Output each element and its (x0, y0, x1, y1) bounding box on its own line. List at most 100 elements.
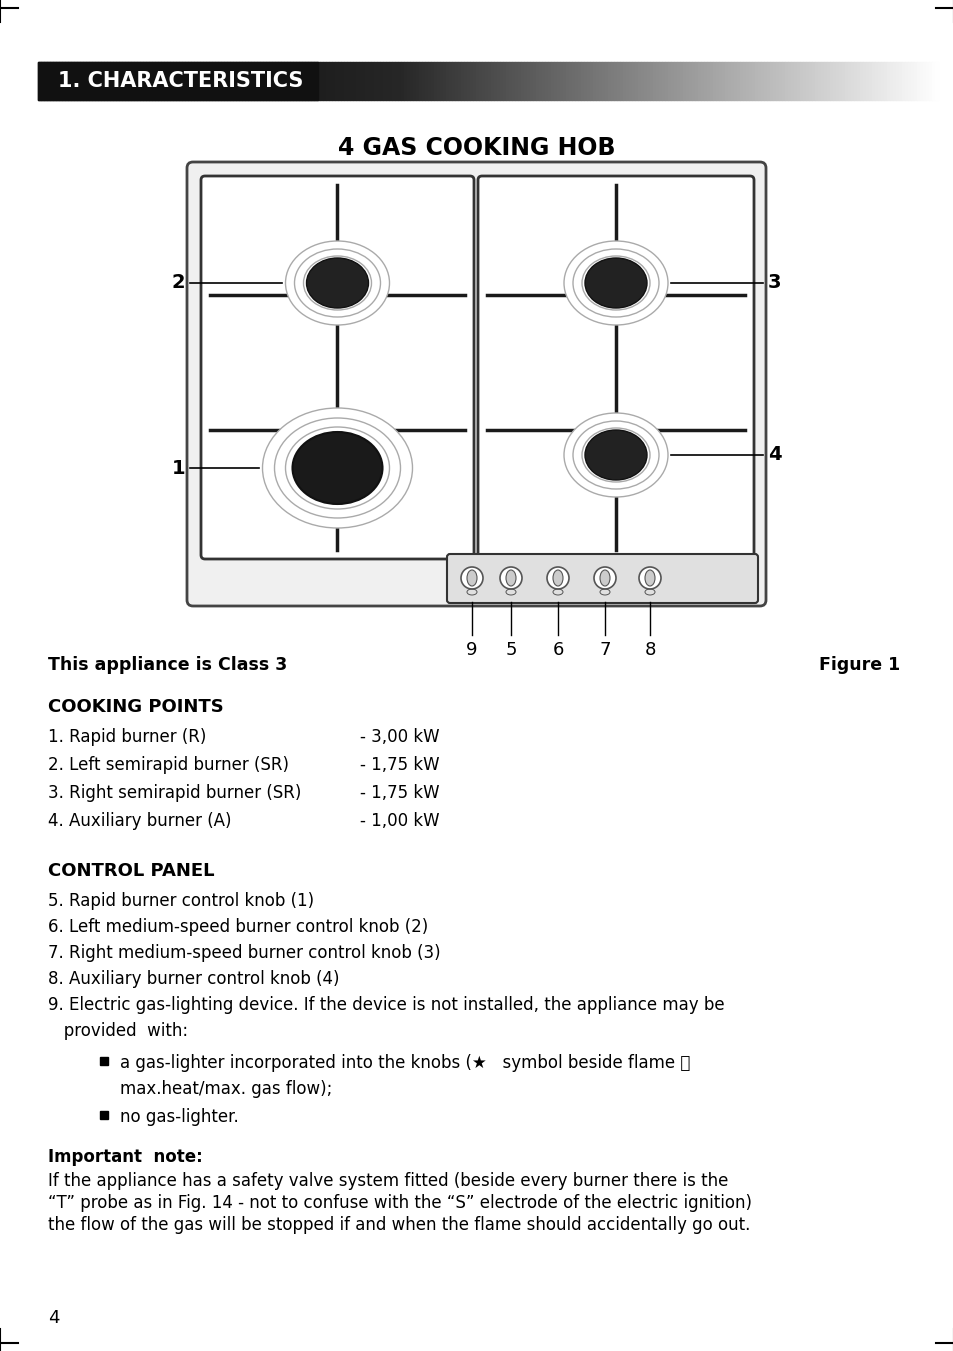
Bar (460, 62, 463, 100)
Bar (337, 62, 340, 100)
Bar (59, 62, 62, 100)
Bar (578, 62, 580, 100)
Bar (536, 62, 538, 100)
Bar (526, 62, 530, 100)
Bar (491, 62, 494, 100)
Bar (245, 62, 248, 100)
Bar (895, 62, 898, 100)
Bar (65, 62, 68, 100)
Bar (733, 62, 737, 100)
Bar (281, 62, 284, 100)
Bar (235, 62, 239, 100)
Bar (266, 62, 269, 100)
Bar (832, 62, 835, 100)
Bar (116, 62, 119, 100)
Bar (838, 62, 841, 100)
Ellipse shape (599, 570, 609, 586)
Bar (760, 62, 763, 100)
Bar (41, 62, 44, 100)
Bar (140, 62, 143, 100)
Bar (512, 62, 515, 100)
Text: 6: 6 (552, 640, 563, 659)
Bar (916, 62, 919, 100)
Bar (673, 62, 677, 100)
Text: provided  with:: provided with: (48, 1021, 188, 1040)
Bar (185, 62, 188, 100)
Bar (95, 62, 98, 100)
Bar (80, 62, 83, 100)
Bar (670, 62, 673, 100)
Text: 9. Electric gas-lighting device. If the device is not installed, the appliance m: 9. Electric gas-lighting device. If the … (48, 996, 724, 1015)
Bar (272, 62, 274, 100)
Bar (340, 62, 344, 100)
Bar (850, 62, 853, 100)
Bar (53, 62, 56, 100)
Bar (434, 62, 436, 100)
Bar (643, 62, 646, 100)
Bar (86, 62, 89, 100)
Bar (329, 62, 332, 100)
Bar (505, 62, 509, 100)
Ellipse shape (594, 567, 616, 589)
Bar (131, 62, 133, 100)
Bar (790, 62, 793, 100)
Bar (77, 62, 80, 100)
Text: “T” probe as in Fig. 14 - not to confuse with the “S” electrode of the electric : “T” probe as in Fig. 14 - not to confuse… (48, 1194, 751, 1212)
Bar (533, 62, 536, 100)
Bar (230, 62, 233, 100)
Ellipse shape (584, 258, 646, 308)
Ellipse shape (460, 567, 482, 589)
Bar (416, 62, 418, 100)
Bar (227, 62, 230, 100)
Bar (110, 62, 112, 100)
Bar (847, 62, 850, 100)
Text: 9: 9 (466, 640, 477, 659)
Bar (886, 62, 889, 100)
Bar (326, 62, 329, 100)
Bar (706, 62, 709, 100)
Bar (256, 62, 260, 100)
Bar (251, 62, 253, 100)
Bar (538, 62, 541, 100)
Bar (277, 62, 281, 100)
Bar (158, 62, 161, 100)
Bar (557, 62, 559, 100)
Bar (358, 62, 361, 100)
Text: 2: 2 (172, 273, 185, 293)
Bar (353, 62, 355, 100)
Bar (727, 62, 730, 100)
Bar (413, 62, 416, 100)
Bar (700, 62, 703, 100)
Bar (871, 62, 874, 100)
Bar (928, 62, 931, 100)
Bar (661, 62, 664, 100)
Bar (203, 62, 206, 100)
Bar (446, 62, 449, 100)
Ellipse shape (499, 567, 521, 589)
Bar (716, 62, 719, 100)
Bar (515, 62, 517, 100)
Bar (679, 62, 682, 100)
Bar (724, 62, 727, 100)
Bar (314, 62, 316, 100)
FancyBboxPatch shape (187, 162, 765, 607)
Bar (316, 62, 319, 100)
Bar (269, 62, 272, 100)
Bar (748, 62, 751, 100)
Text: a gas-lighter incorporated into the knobs (★   symbol beside flame 🔥: a gas-lighter incorporated into the knob… (120, 1054, 690, 1071)
Bar (635, 62, 638, 100)
Bar (703, 62, 706, 100)
Bar (248, 62, 251, 100)
Bar (691, 62, 695, 100)
Bar (361, 62, 365, 100)
Bar (350, 62, 353, 100)
Bar (664, 62, 667, 100)
Bar (754, 62, 758, 100)
Text: This appliance is Class 3: This appliance is Class 3 (48, 657, 287, 674)
Text: 1. CHARACTERISTICS: 1. CHARACTERISTICS (58, 72, 303, 91)
Bar (656, 62, 659, 100)
Bar (784, 62, 787, 100)
Bar (335, 62, 337, 100)
Bar (520, 62, 523, 100)
Bar (562, 62, 565, 100)
